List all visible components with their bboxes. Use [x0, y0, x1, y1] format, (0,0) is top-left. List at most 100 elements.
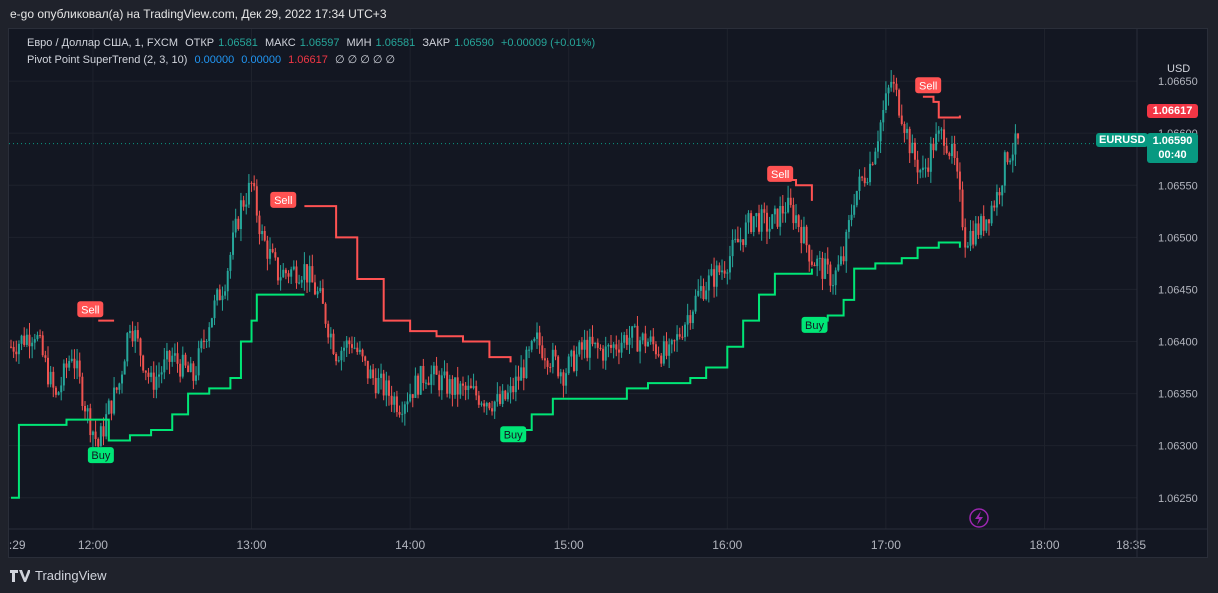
time-tick-label: 16:00 — [712, 538, 742, 552]
candle-body — [591, 336, 594, 345]
price-tick-label: 1.06650 — [1158, 76, 1198, 88]
publish-line: e-go опубликовал(а) на TradingView.com, … — [10, 7, 387, 21]
candle-body — [903, 123, 906, 133]
candle-body — [779, 205, 782, 227]
candle-body — [255, 186, 258, 216]
candle-body — [298, 282, 301, 284]
buy-signal: Buy — [87, 447, 114, 464]
candle-body — [665, 341, 668, 356]
candle-body — [374, 378, 377, 394]
candle-body — [39, 335, 42, 337]
candle-body — [678, 334, 681, 337]
candle-body — [1001, 185, 1004, 196]
candle-body — [202, 340, 205, 342]
candle-body — [10, 346, 12, 348]
candle-body — [483, 403, 486, 407]
candle-body — [551, 349, 554, 368]
candle-body — [575, 354, 578, 371]
candle-body — [972, 230, 975, 245]
candle-body — [728, 256, 731, 273]
candle-body — [750, 213, 753, 233]
candle-body — [250, 182, 253, 184]
candle-body — [876, 141, 879, 152]
indicator-value-3: 1.06617 — [288, 54, 328, 66]
candle-body — [570, 350, 573, 357]
candle-body — [726, 272, 729, 274]
candle-body — [937, 130, 940, 134]
candle-body — [152, 372, 155, 390]
candle-body — [557, 356, 560, 377]
supertrend-down-line — [304, 205, 512, 363]
candle-body — [348, 340, 351, 345]
candle-body — [438, 374, 441, 391]
chart-panel[interactable]: 1.066501.066001.065501.065001.064501.064… — [8, 28, 1208, 558]
candle-body — [62, 363, 65, 386]
candle-body — [908, 128, 911, 154]
candle-body — [964, 227, 967, 248]
candle-body — [168, 350, 171, 362]
candle-body — [607, 344, 610, 347]
candle-body — [736, 238, 739, 243]
candle-body — [604, 346, 607, 361]
candle-body — [810, 261, 813, 265]
candle-body — [237, 218, 240, 230]
symbol-legend: Евро / Доллар США, 1, FXCM ОТКР 1.06581 М… — [27, 37, 599, 49]
candle-body — [1014, 133, 1017, 155]
indicator-name: Pivot Point SuperTrend (2, 3, 10) — [27, 54, 188, 66]
tradingview-brand[interactable]: TradingView — [10, 568, 107, 583]
candle-body — [406, 401, 409, 405]
candle-body — [23, 335, 26, 345]
candle-body — [559, 372, 562, 377]
candle-body — [377, 377, 380, 394]
candle-body — [718, 265, 721, 273]
candle-body — [380, 373, 383, 378]
candle-body — [573, 350, 575, 371]
candle-body — [691, 311, 694, 324]
time-tick-label: 15:00 — [554, 538, 584, 552]
candle-body — [821, 257, 824, 279]
signal-label: Buy — [91, 450, 110, 462]
price-tick-label: 1.06250 — [1158, 493, 1198, 505]
candle-body — [242, 200, 245, 207]
candle-body — [247, 182, 250, 205]
sell-signal: Sell — [915, 77, 942, 94]
candle-body — [892, 81, 895, 84]
chart-canvas[interactable]: 1.066501.066001.065501.065001.064501.064… — [9, 29, 1207, 557]
candle-body — [871, 163, 874, 165]
signal-badge — [500, 426, 527, 443]
candle-body — [699, 286, 702, 291]
candle-body — [427, 382, 430, 385]
publish-header: e-go опубликовал(а) на TradingView.com, … — [0, 0, 1218, 28]
low-value: 1.06581 — [375, 37, 416, 49]
last-price-tag: 1.06590 00:40 — [1147, 133, 1198, 163]
candle-body — [369, 369, 372, 379]
candle-body — [353, 347, 356, 349]
candle-body — [356, 347, 359, 353]
candle-body — [118, 383, 121, 390]
candle-body — [538, 332, 541, 346]
candle-body — [525, 349, 528, 379]
candle-body — [134, 330, 137, 342]
candle-body — [147, 372, 150, 377]
candle-body — [602, 348, 605, 361]
signal-label: Buy — [504, 429, 523, 441]
signal-badge — [270, 191, 297, 208]
candle-body — [60, 385, 63, 393]
candle-body — [469, 385, 472, 389]
candle-body — [506, 392, 509, 400]
candle-body — [440, 375, 443, 391]
candle-body — [631, 326, 634, 338]
candle-body — [993, 205, 996, 208]
supertrend-price-tag: 1.06617 — [1147, 104, 1198, 118]
candle-body — [303, 264, 306, 280]
symbol-tag: EURUSD — [1096, 133, 1149, 147]
candle-body — [660, 355, 663, 364]
candle-body — [414, 375, 417, 398]
candle-body — [181, 354, 184, 377]
candle-body — [768, 228, 771, 232]
candle-body — [694, 295, 697, 312]
candle-body — [639, 340, 642, 352]
candle-body — [488, 402, 491, 409]
candle-body — [887, 87, 890, 94]
candle-body — [855, 190, 858, 206]
